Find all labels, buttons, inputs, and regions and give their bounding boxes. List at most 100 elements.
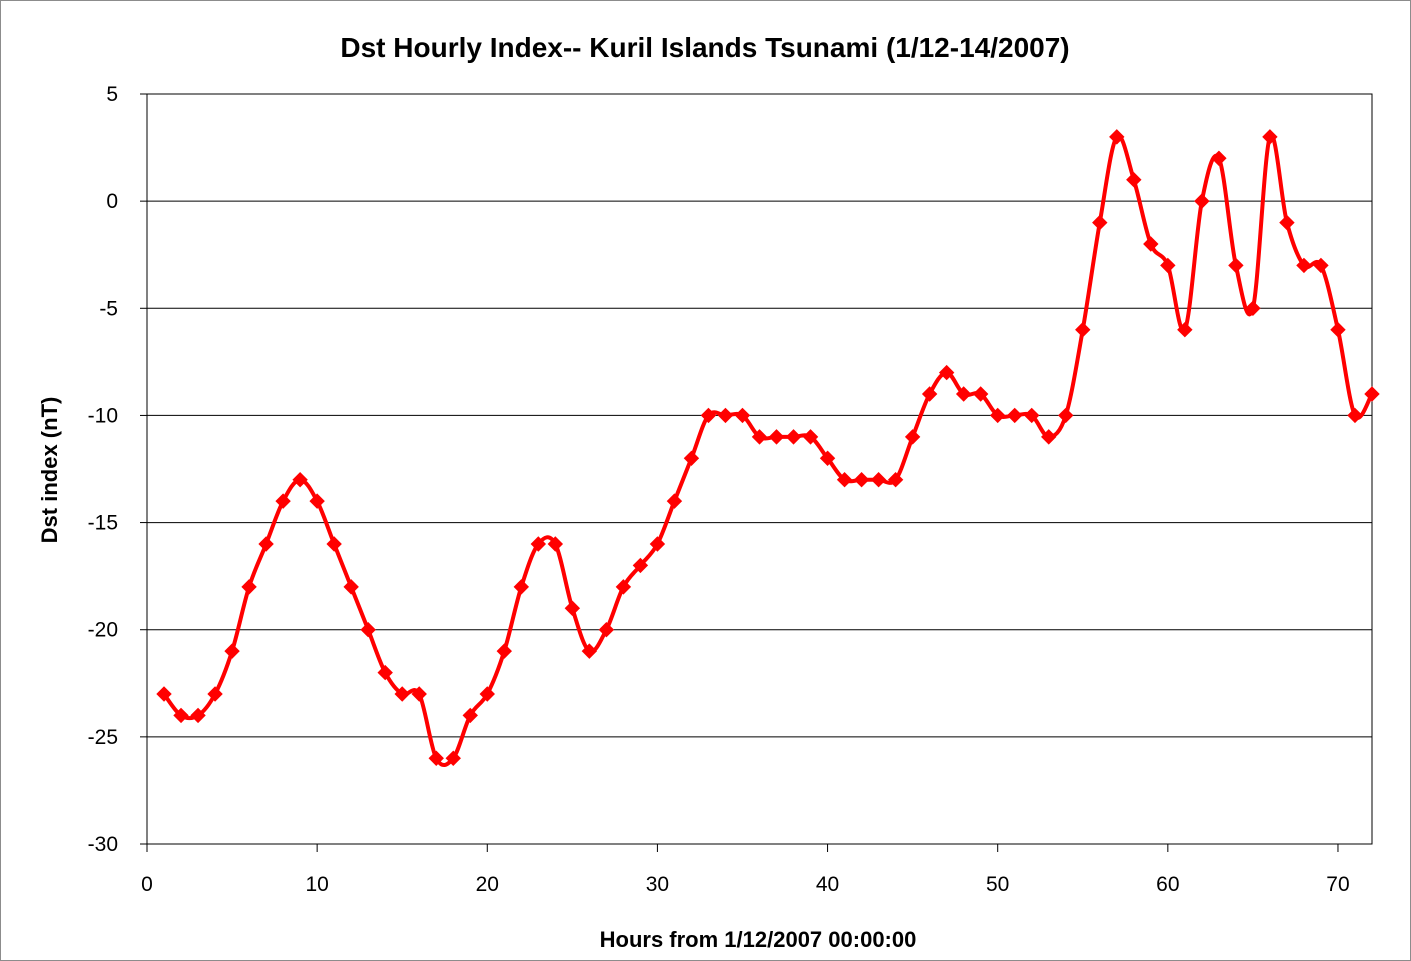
y-tick-label: -20 bbox=[88, 619, 118, 642]
data-point-marker bbox=[173, 707, 189, 724]
data-point-marker bbox=[1058, 407, 1074, 424]
x-tick-label: 0 bbox=[141, 873, 153, 896]
data-point-marker bbox=[1160, 257, 1176, 274]
data-point-marker bbox=[445, 750, 461, 766]
data-point-marker bbox=[870, 472, 887, 488]
data-point-marker bbox=[1296, 257, 1312, 274]
x-tick-label: 30 bbox=[646, 873, 669, 896]
data-point-marker bbox=[768, 429, 785, 445]
data-point-marker bbox=[479, 686, 495, 702]
data-point-marker bbox=[1228, 257, 1244, 274]
data-point-marker bbox=[547, 536, 564, 552]
data-point-marker bbox=[785, 429, 802, 445]
y-tick-label: 0 bbox=[106, 190, 118, 213]
data-point-marker bbox=[1279, 214, 1295, 231]
data-point-marker bbox=[989, 407, 1006, 424]
data-point-marker bbox=[190, 707, 206, 724]
data-point-marker bbox=[496, 643, 512, 659]
data-point-marker bbox=[1126, 172, 1142, 188]
data-point-marker bbox=[377, 664, 393, 681]
data-point-marker bbox=[292, 472, 308, 488]
y-tick-label: -30 bbox=[88, 833, 118, 856]
y-tick-label: -25 bbox=[88, 726, 118, 749]
data-point-marker bbox=[853, 472, 870, 488]
data-point-marker bbox=[1109, 129, 1125, 145]
y-tick-label: -10 bbox=[88, 404, 118, 427]
data-point-marker bbox=[649, 536, 666, 552]
data-point-marker bbox=[1143, 236, 1159, 252]
data-point-marker bbox=[921, 386, 938, 402]
plot-area-border bbox=[146, 93, 1373, 845]
data-point-marker bbox=[530, 536, 547, 552]
series-line bbox=[162, 133, 1374, 767]
y-tick-label: -5 bbox=[99, 297, 118, 320]
data-point-marker bbox=[751, 429, 768, 445]
x-tick-label: 40 bbox=[816, 873, 839, 896]
data-point-marker bbox=[1024, 407, 1040, 424]
data-point-marker bbox=[904, 429, 921, 445]
data-point-marker bbox=[632, 557, 649, 574]
data-point-marker bbox=[513, 579, 530, 595]
series-layer bbox=[156, 129, 1380, 767]
x-tick-label: 60 bbox=[1156, 873, 1179, 896]
data-point-marker bbox=[258, 536, 274, 552]
data-point-marker bbox=[972, 386, 989, 402]
data-point-marker bbox=[683, 450, 700, 466]
data-point-marker bbox=[224, 643, 240, 659]
data-point-marker bbox=[207, 686, 223, 702]
data-point-marker bbox=[462, 707, 478, 724]
data-point-marker bbox=[700, 407, 717, 424]
data-point-marker bbox=[955, 386, 972, 402]
axes bbox=[140, 93, 1373, 852]
x-axis-title: Hours from 1/12/2007 00:00:00 bbox=[600, 927, 917, 952]
data-point-marker bbox=[1364, 386, 1380, 402]
data-point-marker bbox=[1347, 407, 1363, 424]
y-tick-label: 5 bbox=[106, 83, 118, 106]
data-point-marker bbox=[1194, 193, 1210, 209]
data-point-marker bbox=[598, 622, 615, 638]
data-point-marker bbox=[241, 579, 257, 595]
y-tick-label: -15 bbox=[88, 512, 118, 535]
data-point-marker bbox=[156, 686, 172, 702]
data-point-marker bbox=[1007, 407, 1023, 424]
data-point-marker bbox=[819, 450, 836, 466]
data-point-marker bbox=[411, 686, 427, 702]
data-point-marker bbox=[326, 536, 342, 552]
data-point-marker bbox=[802, 429, 819, 445]
data-point-marker bbox=[1262, 129, 1278, 145]
data-point-marker bbox=[1041, 429, 1057, 445]
data-point-marker bbox=[1177, 322, 1193, 338]
data-point-marker bbox=[734, 407, 751, 424]
x-tick-labels: 0 10 20 30 40 50 60 70 bbox=[141, 873, 1349, 896]
data-point-marker bbox=[309, 493, 325, 509]
data-point-marker bbox=[1330, 322, 1346, 338]
y-axis-title: Dst index (nT) bbox=[37, 397, 62, 544]
data-point-marker bbox=[1313, 257, 1329, 274]
data-point-marker bbox=[428, 750, 444, 766]
data-point-marker bbox=[1211, 150, 1227, 166]
data-point-marker bbox=[1245, 300, 1261, 316]
data-point-marker bbox=[887, 472, 904, 488]
x-tick-label: 10 bbox=[305, 873, 328, 896]
x-tick-label: 50 bbox=[986, 873, 1009, 896]
data-point-marker bbox=[394, 686, 410, 702]
data-point-marker bbox=[581, 643, 598, 659]
gridlines bbox=[147, 93, 1372, 845]
x-tick-label: 70 bbox=[1326, 873, 1349, 896]
data-point-marker bbox=[1075, 322, 1091, 338]
y-tick-labels: 5 0 -5 -10 -15 -20 -25 -30 bbox=[88, 83, 118, 856]
data-point-marker bbox=[343, 579, 359, 595]
data-point-marker bbox=[275, 493, 291, 509]
data-point-marker bbox=[360, 622, 376, 638]
data-point-marker bbox=[717, 407, 734, 424]
data-point-marker bbox=[564, 600, 581, 616]
chart-title: Dst Hourly Index-- Kuril Islands Tsunami… bbox=[340, 32, 1069, 63]
data-point-marker bbox=[666, 493, 683, 509]
data-point-marker bbox=[615, 579, 632, 595]
data-point-marker bbox=[836, 472, 853, 488]
x-tick-label: 20 bbox=[476, 873, 499, 896]
data-point-marker bbox=[1092, 214, 1108, 231]
data-point-marker bbox=[938, 364, 955, 381]
